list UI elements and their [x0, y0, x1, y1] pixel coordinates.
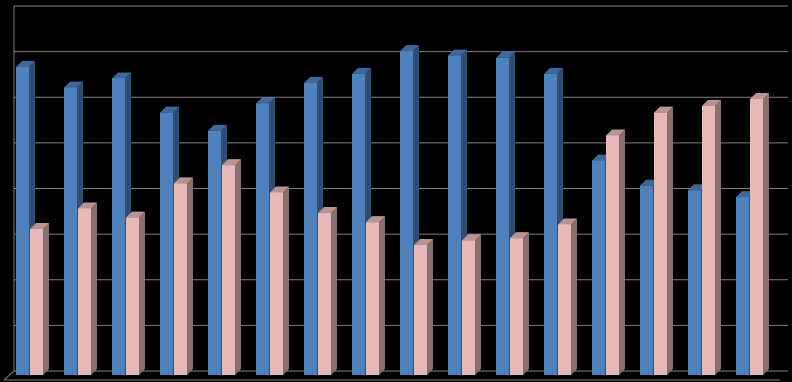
bar-top	[16, 61, 35, 68]
bar-top	[462, 234, 481, 241]
bar-top	[112, 72, 131, 79]
floor-edge	[3, 370, 15, 381]
bar-top	[750, 92, 769, 99]
bar	[462, 240, 475, 375]
bar-top	[654, 106, 673, 113]
bar	[64, 87, 77, 375]
bar	[736, 197, 749, 375]
bar	[414, 244, 427, 375]
bar-side	[379, 216, 385, 375]
bar-side	[619, 129, 625, 375]
bar-top	[544, 67, 563, 74]
bar-top	[30, 223, 49, 229]
bar-side	[763, 92, 769, 375]
bar	[510, 238, 523, 375]
bar	[606, 135, 619, 375]
bar	[126, 217, 139, 375]
bar-top	[558, 218, 577, 225]
bar	[160, 112, 173, 375]
bar-side	[43, 223, 49, 375]
bar-side	[571, 218, 577, 375]
bar-top	[352, 67, 371, 74]
bar-top	[366, 216, 385, 223]
bar-top	[318, 207, 337, 214]
bar	[112, 78, 125, 375]
bar-top	[304, 77, 323, 83]
bar-side	[91, 202, 97, 375]
bar	[400, 51, 413, 375]
bar-top	[448, 49, 467, 56]
bar	[16, 67, 29, 375]
bar-top	[174, 177, 193, 184]
bar-side	[235, 159, 241, 375]
bar-top	[78, 202, 97, 209]
bar-side	[427, 238, 433, 375]
bar-top	[160, 106, 179, 113]
bar-top	[414, 238, 433, 245]
bar-side	[667, 106, 673, 375]
bar-top	[702, 99, 721, 106]
bar	[688, 190, 701, 375]
bar	[558, 224, 571, 375]
bar	[78, 208, 91, 375]
bar	[366, 222, 379, 375]
bar	[592, 160, 605, 375]
bar	[496, 57, 509, 375]
bar-side	[523, 232, 529, 375]
bar-top	[64, 81, 83, 88]
bar-side	[331, 207, 337, 375]
bar	[208, 130, 221, 375]
bar-side	[139, 211, 145, 375]
bar	[544, 73, 557, 375]
bar	[352, 73, 365, 375]
bar-side	[715, 99, 721, 375]
bar-top	[222, 159, 241, 166]
bar	[304, 83, 317, 375]
bar-side	[475, 234, 481, 375]
bar	[318, 213, 331, 375]
bar-top	[606, 129, 625, 136]
bar	[702, 105, 715, 375]
bar-top	[400, 45, 419, 52]
bar	[654, 112, 667, 375]
bar-top	[208, 124, 227, 131]
bar	[448, 55, 461, 375]
bar	[256, 103, 269, 375]
bar-top	[496, 51, 515, 58]
bar-top	[510, 232, 529, 239]
bar-side	[283, 186, 289, 375]
bar	[30, 229, 43, 375]
bar	[222, 165, 235, 375]
bar-top	[256, 97, 275, 104]
bar	[750, 98, 763, 375]
bar	[640, 185, 653, 375]
bar-side	[187, 177, 193, 375]
bar	[174, 183, 187, 375]
bar	[270, 192, 283, 375]
bar-top	[270, 186, 289, 193]
bar-top	[126, 211, 145, 218]
